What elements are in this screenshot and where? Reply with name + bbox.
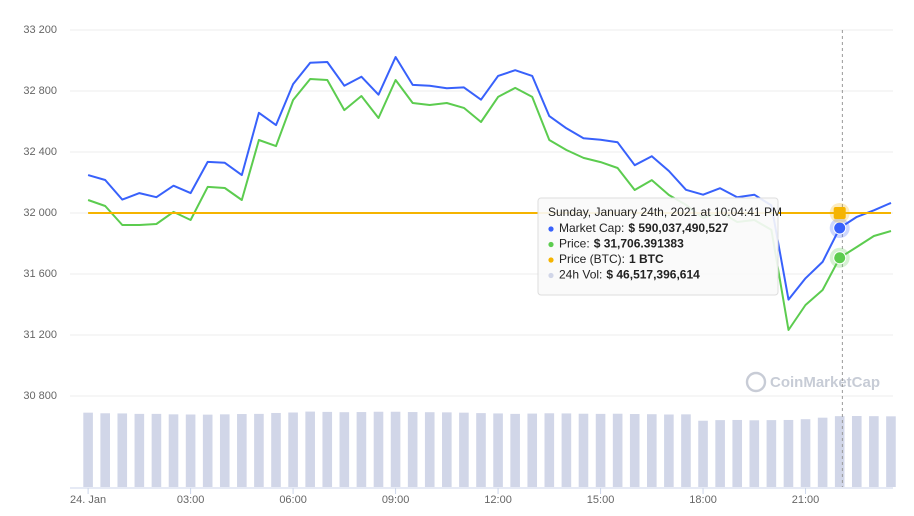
tooltip-value: 1 BTC xyxy=(629,252,664,266)
volume-bar xyxy=(134,413,145,487)
volume-bar xyxy=(715,420,725,487)
volume-bar xyxy=(185,414,196,487)
tooltip-label: Market Cap: xyxy=(559,221,624,235)
volume-bar xyxy=(168,414,179,487)
volume-bar xyxy=(424,412,435,487)
tooltip-bullet xyxy=(548,241,554,248)
volume-bar xyxy=(766,420,777,487)
tooltip-title: Sunday, January 24th, 2021 at 10:04:41 P… xyxy=(548,205,782,219)
volume-bar xyxy=(288,412,298,487)
volume-bar xyxy=(612,413,623,487)
volume-bar xyxy=(322,411,333,487)
volume-bar xyxy=(698,420,708,487)
x-tick-label: 18:00 xyxy=(689,494,717,506)
volume-bar xyxy=(886,416,896,487)
volume-bar xyxy=(817,417,828,487)
tooltip-value: $ 46,517,396,614 xyxy=(606,268,700,282)
volume-bar xyxy=(356,412,367,487)
volume-bar xyxy=(681,414,691,487)
volume-bar xyxy=(595,413,606,487)
volume-bar xyxy=(783,419,794,487)
volume-bar xyxy=(305,411,315,487)
y-tick-label: 32 400 xyxy=(23,146,57,158)
volume-bar xyxy=(510,413,520,487)
volume-bar xyxy=(442,412,452,487)
hover-marker xyxy=(833,251,847,265)
volume-bar xyxy=(459,412,469,487)
volume-bar xyxy=(647,414,657,487)
volume-bar xyxy=(869,416,879,487)
volume-bar xyxy=(339,412,350,487)
volume-bar xyxy=(664,414,674,487)
tooltip-bullet xyxy=(548,226,554,232)
volume-bar xyxy=(407,412,418,487)
x-tick-label: 15:00 xyxy=(587,494,615,506)
y-tick-label: 32 800 xyxy=(23,85,57,97)
tooltip-bullet xyxy=(548,257,554,263)
volume-bar xyxy=(237,414,247,487)
volume-bar xyxy=(561,413,572,487)
watermark: CoinMarketCap xyxy=(745,371,880,393)
volume-bar xyxy=(151,413,162,487)
volume-bar xyxy=(578,413,589,487)
volume-bar xyxy=(493,413,503,487)
tooltip-bullet xyxy=(548,272,554,279)
tooltip: Sunday, January 24th, 2021 at 10:04:41 P… xyxy=(537,197,782,296)
volume-bar xyxy=(476,413,486,487)
volume-bar xyxy=(527,413,538,487)
volume-bar xyxy=(117,413,128,487)
volume-bar xyxy=(544,413,555,487)
volume-bar xyxy=(834,416,845,487)
tooltip-box xyxy=(537,197,779,296)
tooltip-row: Market Cap: $ 590,037,490,527 xyxy=(559,221,729,235)
y-tick-label: 32 000 xyxy=(23,207,57,219)
x-tick-label: 24. Jan xyxy=(70,494,106,506)
volume-bar xyxy=(254,413,264,487)
tooltip-row: Price (BTC): 1 BTC xyxy=(559,252,664,266)
volume-bar xyxy=(100,413,110,487)
x-tick-label: 06:00 xyxy=(279,494,307,506)
volume-bar xyxy=(373,411,384,487)
y-tick-label: 31 600 xyxy=(23,268,57,280)
x-tick-label: 09:00 xyxy=(382,494,410,506)
watermark-text: CoinMarketCap xyxy=(770,374,880,391)
y-tick-label: 30 800 xyxy=(23,390,57,402)
tooltip-row: Price: $ 31,706.391383 xyxy=(559,237,684,251)
tooltip-label: Price: xyxy=(559,237,590,251)
watermark-logo xyxy=(745,371,767,393)
x-tick-label: 12:00 xyxy=(484,494,512,506)
volume-bar xyxy=(749,420,760,487)
volume-bar xyxy=(83,412,93,487)
y-tick-label: 33 200 xyxy=(23,24,57,36)
tooltip-value: $ 590,037,490,527 xyxy=(628,221,728,235)
tooltip-label: 24h Vol: xyxy=(559,268,602,282)
series-line xyxy=(87,56,892,301)
tooltip-label: Price (BTC): xyxy=(559,252,625,266)
x-tick-label: 21:00 xyxy=(792,494,820,506)
x-tick-label: 03:00 xyxy=(177,494,205,506)
tooltip-value: $ 31,706.391383 xyxy=(594,237,684,251)
volume-bar xyxy=(202,414,213,487)
y-tick-label: 31 200 xyxy=(23,329,57,341)
hover-marker xyxy=(833,221,847,235)
volume-bar xyxy=(271,412,281,487)
volume-bar xyxy=(219,414,230,487)
volume-bar xyxy=(732,419,743,487)
volume-bar xyxy=(390,411,401,487)
tooltip-row: 24h Vol: $ 46,517,396,614 xyxy=(559,268,700,282)
volume-bar xyxy=(800,419,811,487)
hover-marker xyxy=(833,207,846,219)
volume-bar xyxy=(629,414,640,487)
volume-bar xyxy=(851,416,862,487)
